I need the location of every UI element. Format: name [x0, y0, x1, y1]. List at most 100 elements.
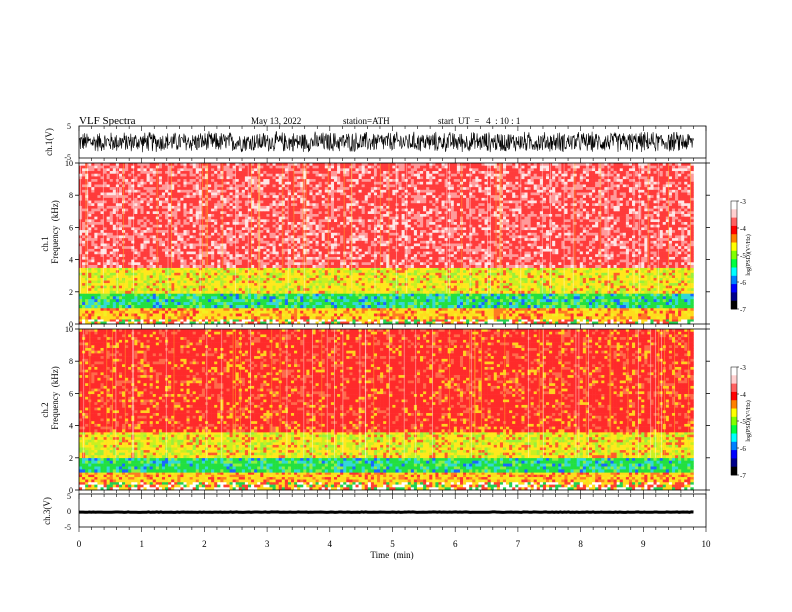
- spectrogram-cell: [552, 165, 556, 169]
- spectrogram-cell: [641, 321, 645, 325]
- spectrogram-cell: [168, 277, 172, 281]
- spectrogram-cell: [616, 299, 621, 303]
- spectrogram-cell: [79, 319, 83, 322]
- spectrogram-cell: [398, 307, 402, 312]
- spectrogram-cell: [318, 299, 323, 303]
- spectrogram-cell: [327, 310, 332, 314]
- spectrogram-cell: [398, 313, 402, 317]
- spectrogram-cell: [361, 319, 366, 322]
- spectrogram-cell: [558, 290, 562, 294]
- spectrogram-cell: [217, 302, 221, 306]
- spectrogram-cell: [607, 270, 611, 274]
- spectrogram-cell: [552, 288, 556, 292]
- spectrogram-cell: [502, 275, 507, 279]
- spectrogram-cell: [506, 285, 510, 289]
- spectrogram-cell: [198, 299, 203, 303]
- spectrogram-cell: [564, 302, 568, 306]
- spectrogram-cell: [300, 272, 304, 276]
- spectrogram-cell: [334, 293, 338, 297]
- spectrogram-cell: [247, 171, 252, 175]
- spectrogram-cell: [201, 290, 206, 294]
- spectrogram-cell: [469, 168, 473, 172]
- spectrogram-cell: [214, 171, 218, 175]
- spectrogram-cell: [364, 319, 369, 322]
- spectrogram-cell: [401, 285, 405, 289]
- spectrogram-cell: [613, 288, 617, 292]
- spectrogram-cell: [263, 168, 267, 172]
- spectrogram-cell: [235, 288, 240, 292]
- spectrogram-cell: [337, 319, 341, 322]
- spectrogram-cell: [536, 302, 541, 306]
- spectrogram-cell: [140, 277, 144, 281]
- spectrogram-cell: [610, 319, 614, 322]
- spectrogram-cell: [484, 321, 488, 325]
- spectrogram-cell: [315, 165, 319, 169]
- spectrogram-cell: [662, 283, 667, 286]
- spectrogram-cell: [247, 299, 252, 303]
- spectrogram-cell: [152, 310, 157, 314]
- spectrogram-cell: [441, 299, 445, 303]
- spectrogram-cell: [232, 302, 236, 306]
- spectrogram-cell: [346, 165, 350, 169]
- spectrogram-cell: [395, 321, 399, 325]
- spectrogram-cell: [493, 321, 498, 325]
- spectrogram-cell: [94, 307, 98, 312]
- ch1-ytick-5: 5: [67, 122, 71, 131]
- spectrogram-cell: [521, 290, 525, 294]
- spectrogram-cell: [601, 277, 605, 281]
- spectrogram-cell: [275, 316, 279, 320]
- spectrogram-cell: [204, 293, 209, 297]
- spectrogram-cell: [137, 290, 141, 294]
- spectrogram-cell: [263, 171, 267, 175]
- spectrogram-cell: [247, 168, 252, 172]
- spectrogram-cell: [244, 307, 249, 312]
- spectrogram-cell: [681, 296, 685, 300]
- spectrogram-cell: [131, 316, 135, 320]
- spectrogram-cell: [103, 310, 107, 314]
- spectrogram-cell: [94, 293, 98, 297]
- spectrogram-cell: [564, 168, 568, 172]
- spectrogram-cell: [223, 277, 227, 281]
- spectrogram-cell: [217, 163, 221, 166]
- spectrogram-cell: [576, 165, 581, 169]
- spectrogram-cell: [659, 163, 664, 166]
- spectrogram-cell: [506, 283, 510, 286]
- spectrogram-cell: [251, 302, 255, 306]
- spectrogram-cell: [251, 163, 255, 166]
- spectrogram-cell: [251, 277, 255, 281]
- spectrogram-cell: [217, 272, 221, 276]
- spectrogram-cell: [463, 272, 467, 276]
- spectrogram-cell: [152, 267, 157, 271]
- spectrogram-cell: [294, 299, 298, 303]
- spectrogram-cell: [401, 277, 405, 281]
- spectrogram-cell: [214, 267, 218, 271]
- spectrogram-cell: [358, 316, 362, 320]
- spectrogram-cell: [158, 293, 163, 297]
- spectrogram-cell: [112, 302, 117, 306]
- spectrogram-cell: [186, 168, 190, 172]
- spectrogram-cell: [238, 277, 243, 281]
- spectrogram-cell: [82, 313, 86, 317]
- spectrogram-cell: [165, 165, 169, 169]
- spectrogram-cell: [149, 305, 154, 309]
- spectrogram-cell: [687, 310, 691, 314]
- spectrogram-cell: [297, 165, 301, 169]
- spectrogram-cell: [392, 290, 396, 294]
- spectrogram-cell: [260, 302, 264, 306]
- spectrogram-cell: [681, 310, 685, 314]
- spectrogram-cell: [140, 270, 144, 274]
- spectrogram-cell: [214, 163, 218, 166]
- spectrogram-cell: [297, 280, 301, 284]
- spectrogram-cell: [444, 270, 448, 274]
- spectrogram-cell: [610, 168, 614, 172]
- spectrogram-cell: [392, 165, 396, 169]
- spectrogram-cell: [438, 305, 442, 309]
- spectrogram-cell: [435, 302, 439, 306]
- spectrogram-cell: [367, 316, 372, 320]
- spectrogram-cell: [122, 302, 126, 306]
- spectrogram-cell: [429, 310, 433, 314]
- spectrogram-cell: [377, 296, 381, 300]
- spectrogram-cell: [659, 277, 664, 281]
- spectrogram-cell: [226, 288, 230, 292]
- spectrogram-cell: [413, 165, 418, 169]
